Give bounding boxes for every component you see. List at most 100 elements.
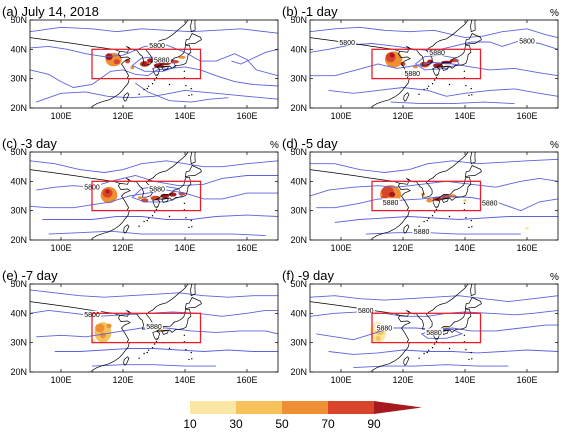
island-coastline xyxy=(403,356,410,366)
small-island xyxy=(418,225,420,227)
lon-tick-label: 140E xyxy=(174,111,195,121)
island-coastline xyxy=(464,297,482,310)
small-island xyxy=(191,358,193,360)
contour-label-bg xyxy=(338,38,357,46)
lon-tick-label: 140E xyxy=(174,243,195,253)
lon-tick-label: 160E xyxy=(516,375,537,385)
map-frame xyxy=(29,151,279,241)
height-contour-closed xyxy=(414,54,460,71)
small-island xyxy=(155,208,158,211)
lat-tick-label: 20N xyxy=(10,235,27,245)
small-island xyxy=(156,206,158,208)
island-coastline xyxy=(87,239,94,240)
region-box xyxy=(371,48,482,80)
height-contour xyxy=(316,195,558,212)
lat-tick-label: 40N xyxy=(10,176,27,186)
percentage-shading xyxy=(426,198,433,203)
map-background xyxy=(310,20,558,108)
island-coastline xyxy=(441,65,449,71)
small-island xyxy=(156,74,158,76)
panel-title: (c) -3 day xyxy=(2,136,57,151)
small-island xyxy=(431,83,434,85)
colorbar-segment xyxy=(282,401,328,414)
small-island xyxy=(426,219,428,222)
lon-tick-label: 140E xyxy=(454,243,475,253)
percentage-shading xyxy=(95,323,105,333)
map-content: 5800 5800 5880 5880 xyxy=(310,20,558,108)
height-contour xyxy=(310,177,558,197)
small-island xyxy=(185,217,187,219)
map-content: 5800 5880 xyxy=(30,20,278,108)
contour-label: 5800 xyxy=(519,39,535,46)
percent-unit: % xyxy=(270,140,279,151)
lon-tick-label: 140E xyxy=(174,375,195,385)
small-island xyxy=(143,352,145,355)
colorbar: 10 30 50 70 90 xyxy=(183,401,422,431)
lon-tick-label: 140E xyxy=(454,111,475,121)
small-island xyxy=(188,358,190,361)
small-island xyxy=(470,87,472,90)
lon-tick-label: 160E xyxy=(516,243,537,253)
lat-tick-label: 30N xyxy=(10,74,27,84)
small-island xyxy=(188,226,190,229)
height-contour xyxy=(135,82,229,103)
colorbar-tick-label: 30 xyxy=(229,417,243,431)
lon-tick-label: 120E xyxy=(392,243,413,253)
lat-tick-label: 20N xyxy=(290,103,307,113)
small-island xyxy=(423,352,425,355)
map-frame xyxy=(29,283,279,373)
small-island xyxy=(200,387,201,388)
small-island xyxy=(468,358,470,361)
height-contour xyxy=(54,348,278,352)
island-coastline xyxy=(155,308,192,333)
small-island xyxy=(468,226,470,229)
coastline xyxy=(30,284,189,330)
contour-label-bg xyxy=(425,328,443,336)
small-island xyxy=(436,74,438,76)
small-island xyxy=(143,220,145,223)
lon-tick-label: 100E xyxy=(50,243,71,253)
percentage-shading xyxy=(178,55,186,59)
contour-label: 5880 xyxy=(429,50,445,57)
lon-tick-label: 120E xyxy=(392,111,413,121)
small-island xyxy=(435,340,438,343)
map-panel-d: (d) -5 day % 5880 5880 5880 50N 40N 30N 20N 100E 1… xyxy=(282,136,559,253)
region-box xyxy=(371,312,482,344)
height-contour xyxy=(310,295,558,303)
lon-tick-label: 120E xyxy=(112,375,133,385)
map-frame xyxy=(309,19,559,109)
contour-label-bg xyxy=(518,37,536,44)
small-island xyxy=(143,88,145,91)
island-coastline xyxy=(184,297,202,310)
small-island xyxy=(465,349,467,351)
percentage-shading xyxy=(433,63,443,68)
island-coastline xyxy=(367,239,374,240)
island-coastline xyxy=(367,371,374,372)
percentage-shading xyxy=(142,61,147,65)
island-coastline xyxy=(470,152,476,165)
contour-label-bg xyxy=(428,48,447,56)
contour-label-bg xyxy=(152,56,171,64)
small-island xyxy=(146,219,148,222)
contour-label: 5880 xyxy=(426,330,442,337)
lat-tick-label: 50N xyxy=(10,147,27,157)
height-contour xyxy=(231,48,278,65)
contour-label-bg xyxy=(480,198,499,206)
lat-tick-label: 50N xyxy=(290,15,307,25)
lat-tick-label: 30N xyxy=(290,338,307,348)
height-contour xyxy=(36,89,278,103)
small-island xyxy=(153,211,156,213)
small-island xyxy=(148,217,150,219)
small-island xyxy=(183,70,186,72)
island-coastline xyxy=(190,152,196,165)
map-frame xyxy=(29,19,279,109)
island-coastline xyxy=(435,176,472,201)
small-island xyxy=(151,347,154,349)
contour-label-bg xyxy=(403,69,422,77)
height-contour xyxy=(42,214,278,220)
small-island xyxy=(468,94,470,97)
small-island xyxy=(471,358,473,360)
